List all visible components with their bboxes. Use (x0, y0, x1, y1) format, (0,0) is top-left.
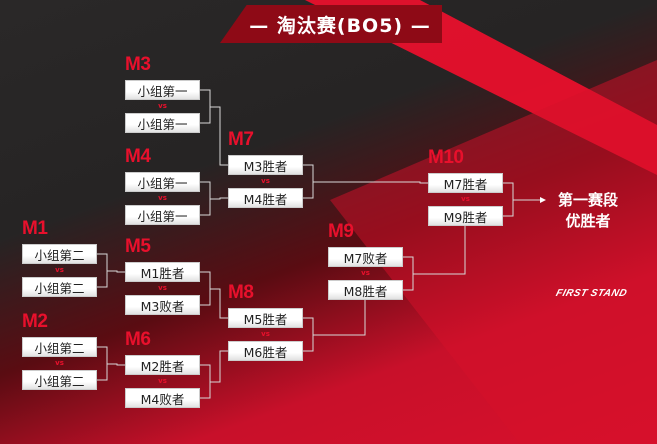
match-label-m3: M3 (125, 54, 151, 75)
match-label-m5: M5 (125, 236, 151, 257)
connector-line (107, 270, 125, 273)
vs-label: vs (361, 269, 370, 277)
connector-line (210, 288, 228, 319)
team-slot-m4-2[interactable]: 小组第一 (125, 205, 200, 225)
team-slot-m10-2[interactable]: M9胜者 (428, 206, 503, 226)
connector-line (107, 363, 125, 366)
team-slot-m7-2[interactable]: M4胜者 (228, 188, 303, 208)
match-label-m1: M1 (22, 218, 48, 239)
champion-label: 第一赛段 优胜者 (552, 190, 624, 232)
team-slot-m6-1[interactable]: M2胜者 (125, 355, 200, 375)
vs-label: vs (158, 377, 167, 385)
match-label-m8: M8 (228, 282, 254, 303)
team-slot-m2-1[interactable]: 小组第二 (22, 337, 97, 357)
team-slot-m9-2[interactable]: M8胜者 (328, 280, 403, 300)
arrow-icon (540, 197, 546, 203)
connector-line (97, 346, 108, 381)
team-slot-m1-1[interactable]: 小组第二 (22, 244, 97, 264)
team-slot-m3-1[interactable]: 小组第一 (125, 80, 200, 100)
vs-label: vs (55, 359, 64, 367)
page-title: — 淘汰赛(BO5) — (220, 5, 442, 43)
connector-line (200, 181, 211, 216)
vs-label: vs (55, 266, 64, 274)
vs-label: vs (158, 284, 167, 292)
team-slot-m8-1[interactable]: M5胜者 (228, 308, 303, 328)
connector-line (200, 271, 211, 306)
connector-line (210, 350, 228, 383)
connector-line (313, 181, 428, 184)
team-slot-m1-2[interactable]: 小组第二 (22, 277, 97, 297)
vs-label: vs (158, 102, 167, 110)
connector-line (200, 364, 211, 399)
team-slot-m4-1[interactable]: 小组第一 (125, 172, 200, 192)
champion-line2: 优胜者 (565, 212, 611, 230)
connector-line (210, 106, 228, 166)
team-slot-m5-2[interactable]: M3败者 (125, 295, 200, 315)
team-slot-m10-1[interactable]: M7胜者 (428, 173, 503, 193)
connector-line (210, 197, 228, 200)
connector-line (403, 256, 414, 291)
connector-line (413, 226, 466, 275)
match-label-m4: M4 (125, 146, 151, 167)
team-slot-m7-1[interactable]: M3胜者 (228, 155, 303, 175)
vs-label: vs (261, 330, 270, 338)
match-label-m6: M6 (125, 329, 151, 350)
match-label-m2: M2 (22, 311, 48, 332)
connector-line (303, 164, 314, 199)
connector-line (303, 317, 314, 352)
vs-label: vs (158, 194, 167, 202)
connector-line (200, 89, 211, 124)
team-slot-m9-1[interactable]: M7败者 (328, 247, 403, 267)
first-stand-logo: FIRST STAND (554, 288, 629, 299)
team-slot-m3-2[interactable]: 小组第一 (125, 113, 200, 133)
vs-label: vs (461, 195, 470, 203)
connector-line (97, 253, 108, 288)
team-slot-m8-2[interactable]: M6胜者 (228, 341, 303, 361)
connector-line (503, 182, 514, 217)
match-label-m9: M9 (328, 221, 354, 242)
team-slot-m6-2[interactable]: M4败者 (125, 388, 200, 408)
champion-line1: 第一赛段 (557, 191, 618, 209)
team-slot-m5-1[interactable]: M1胜者 (125, 262, 200, 282)
match-label-m10: M10 (428, 147, 464, 168)
connector-line (313, 300, 366, 336)
team-slot-m2-2[interactable]: 小组第二 (22, 370, 97, 390)
match-label-m7: M7 (228, 129, 254, 150)
vs-label: vs (261, 177, 270, 185)
